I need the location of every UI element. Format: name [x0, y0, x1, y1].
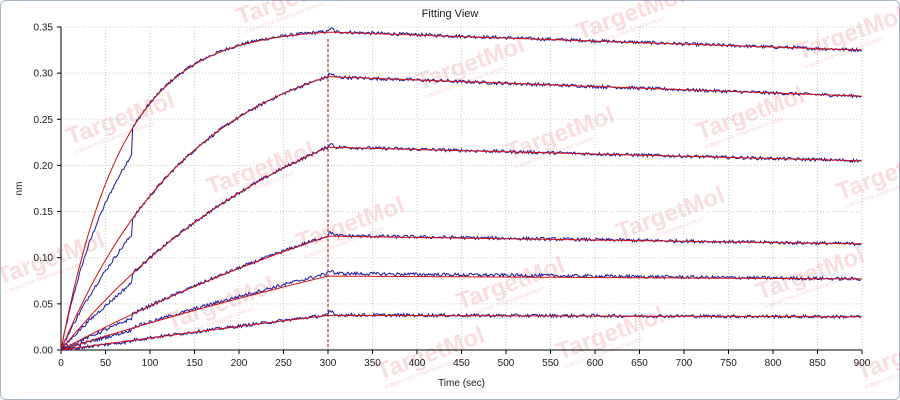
y-tick-label: 0.25	[34, 115, 54, 126]
x-tick-label: 0	[58, 358, 64, 369]
svg-text:TargetMol: TargetMol	[203, 137, 318, 201]
fit-curve-4	[60, 235, 863, 351]
svg-text:TargetMol: TargetMol	[413, 32, 528, 96]
x-tick-label: 900	[854, 358, 871, 369]
x-tick-label: 250	[275, 358, 292, 369]
x-tick-label: 50	[100, 358, 112, 369]
fit-curve-1	[60, 31, 863, 351]
x-tick-label: 300	[320, 358, 337, 369]
svg-text:TargetMol: TargetMol	[63, 87, 178, 151]
svg-text:TargetMol: TargetMol	[373, 322, 488, 386]
y-tick-label: 0.30	[34, 69, 54, 80]
x-tick-label: 100	[142, 358, 159, 369]
svg-text:TargetMol: TargetMol	[693, 82, 808, 146]
y-tick-label: 0.20	[34, 161, 54, 172]
x-tick-label: 500	[498, 358, 515, 369]
fit-curve-2	[60, 76, 863, 351]
x-tick-label: 350	[364, 358, 381, 369]
svg-text:TargetMol: TargetMol	[613, 182, 728, 246]
y-tick-label: 0.10	[34, 253, 54, 264]
y-tick-label: 0.05	[34, 299, 54, 310]
x-tick-label: 200	[231, 358, 248, 369]
x-tick-label: 800	[765, 358, 782, 369]
x-tick-label: 600	[587, 358, 604, 369]
x-axis-label: Time (sec)	[438, 378, 485, 389]
svg-text:TargetMol: TargetMol	[293, 192, 408, 256]
x-tick-label: 400	[409, 358, 426, 369]
y-tick-label: 0.00	[34, 346, 54, 357]
series-layer	[60, 27, 863, 352]
x-tick-label: 650	[631, 358, 648, 369]
y-tick-label: 0.15	[34, 207, 54, 218]
y-tick-label: 0.35	[34, 23, 54, 34]
x-tick-label: 850	[809, 358, 826, 369]
x-tick-label: 550	[542, 358, 559, 369]
x-tick-label: 700	[676, 358, 693, 369]
tick-labels: 0 50 100 150 200 250 300 350 400 450 500 550 600 650 7…	[34, 23, 871, 370]
fit-curve-3	[60, 146, 863, 351]
x-tick-label: 450	[453, 358, 470, 369]
x-tick-label: 750	[720, 358, 737, 369]
svg-text:TargetMol: TargetMol	[573, 0, 688, 46]
x-tick-label: 150	[186, 358, 203, 369]
svg-text:TargetMol: TargetMol	[503, 102, 618, 166]
fit-curve-5	[60, 275, 862, 351]
y-axis-label: nm	[14, 182, 25, 196]
measured-curve-5	[60, 269, 861, 352]
fit-curve-6	[60, 314, 862, 351]
svg-text:TargetMol: TargetMol	[793, 2, 900, 66]
chart-title: Fitting View	[421, 8, 479, 20]
svg-text:TargetMol: TargetMol	[753, 242, 868, 306]
svg-text:TargetMol: TargetMol	[553, 302, 668, 366]
